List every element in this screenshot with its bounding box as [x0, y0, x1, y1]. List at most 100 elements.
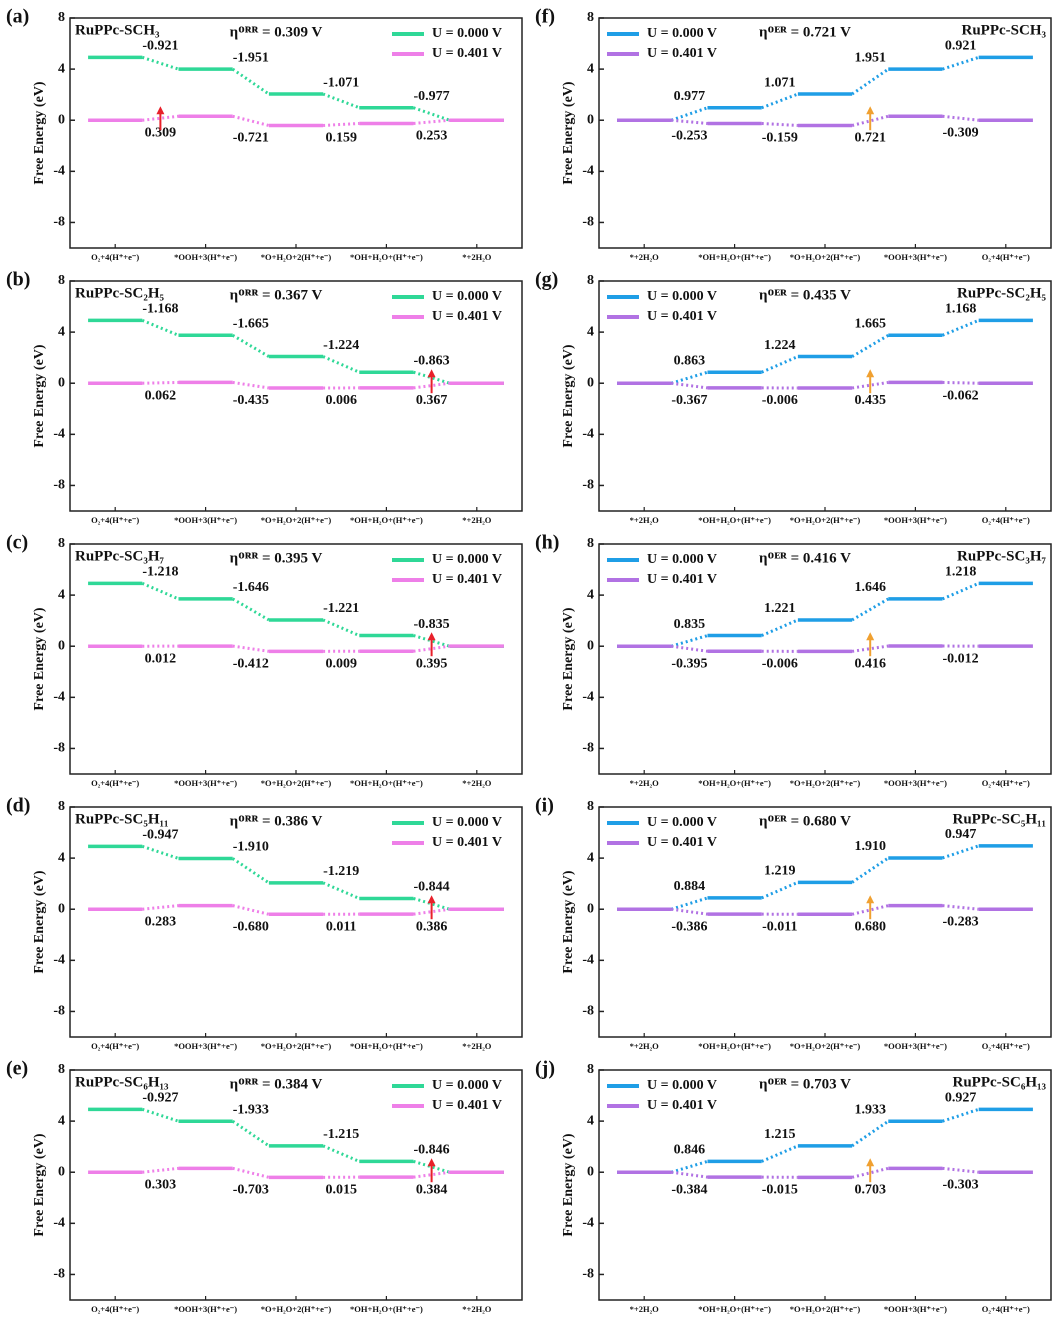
y-tick-label: 8: [587, 10, 594, 25]
panel-label: (c): [6, 532, 28, 554]
step-connector: [670, 896, 708, 911]
step-label: -0.927: [142, 1091, 178, 1106]
step-label: -0.863: [414, 353, 450, 368]
limiting-arrow-head: [156, 106, 165, 115]
step-label: -0.159: [762, 131, 798, 146]
step-label: -0.011: [762, 920, 797, 935]
panel-title: RuPPc-SC₃H₇: [957, 548, 1046, 564]
step-connector: [851, 856, 890, 884]
x-tick-label: O₂+4(H⁺+e⁻): [982, 778, 1030, 788]
step-label: 1.665: [854, 316, 886, 331]
y-tick-label: 8: [587, 799, 594, 814]
y-tick-label: -8: [582, 741, 594, 756]
step-label: 0.703: [854, 1183, 886, 1198]
step-connector: [761, 121, 798, 127]
step-connector: [322, 355, 360, 374]
step-connector: [671, 1170, 708, 1179]
step-connector: [761, 1144, 799, 1163]
y-tick-label: -4: [582, 953, 594, 968]
x-tick-label: *OOH+3(H⁺+e⁻): [884, 1304, 947, 1314]
overpotential: ηᴼᴱᴿ = 0.721 V: [759, 24, 851, 40]
overpotential: ηᴼᴿᴿ = 0.386 V: [230, 813, 323, 829]
y-tick-label: -4: [582, 164, 594, 179]
panel-title: RuPPc-SC₃H₇: [75, 548, 164, 564]
step-label: 1.215: [764, 1127, 796, 1142]
legend-label: U = 0.401 V: [432, 835, 502, 850]
x-tick-label: *+2H₂O: [630, 252, 660, 262]
x-tick-label: *O+H₂O+2(H⁺+e⁻): [790, 1041, 861, 1051]
step-connector: [942, 114, 979, 122]
y-tick-label: -4: [53, 427, 65, 442]
overpotential: ηᴼᴿᴿ = 0.309 V: [230, 24, 323, 40]
step-connector: [670, 1159, 708, 1174]
panel-title: RuPPc-SC₂H₅: [75, 285, 164, 301]
x-tick-label: *O+H₂O+2(H⁺+e⁻): [261, 778, 332, 788]
x-tick-label: *O+H₂O+2(H⁺+e⁻): [790, 1304, 861, 1314]
step-connector: [231, 1119, 270, 1148]
step-label: 1.910: [854, 839, 886, 854]
y-axis-label: Free Energy (eV): [32, 344, 47, 447]
y-tick-label: 0: [587, 112, 594, 127]
y-tick-label: 8: [587, 1062, 594, 1077]
y-tick-label: -4: [53, 953, 65, 968]
x-tick-label: *OOH+3(H⁺+e⁻): [884, 1041, 947, 1051]
x-tick-label: *OH+H₂O+(H⁺+e⁻): [350, 1041, 423, 1051]
step-label: 0.386: [416, 919, 448, 934]
step-label: -0.015: [762, 1183, 798, 1198]
y-tick-label: -8: [582, 1267, 594, 1282]
legend-label: U = 0.000 V: [647, 1078, 717, 1093]
legend-label: U = 0.401 V: [432, 46, 502, 61]
step-label: 0.012: [145, 651, 177, 666]
step-connector: [231, 67, 270, 96]
y-tick-label: -8: [582, 478, 594, 493]
x-tick-label: *O+H₂O+2(H⁺+e⁻): [790, 252, 861, 262]
x-tick-label: O₂+4(H⁺+e⁻): [982, 515, 1030, 525]
step-label: 0.015: [325, 1183, 357, 1198]
x-tick-label: *OH+H₂O+(H⁺+e⁻): [350, 1304, 423, 1314]
step-label: 0.835: [674, 617, 706, 632]
y-tick-label: 0: [58, 638, 65, 653]
overpotential: ηᴼᴱᴿ = 0.680 V: [759, 813, 851, 829]
step-label: -0.012: [943, 651, 979, 666]
step-label: -0.283: [943, 914, 979, 929]
x-tick-label: O₂+4(H⁺+e⁻): [91, 1304, 139, 1314]
step-connector: [323, 121, 360, 127]
step-label: -0.921: [142, 39, 178, 54]
step-connector: [413, 644, 450, 653]
x-tick-label: *OH+H₂O+(H⁺+e⁻): [698, 1304, 771, 1314]
step-label: -0.703: [233, 1183, 269, 1198]
step-connector: [670, 106, 708, 122]
step-label: -1.910: [233, 840, 269, 855]
step-label: 1.646: [854, 580, 886, 595]
legend-label: U = 0.401 V: [432, 309, 502, 324]
step-connector: [413, 1170, 450, 1179]
step-connector: [942, 1107, 980, 1123]
step-connector: [851, 67, 890, 96]
step-label: 0.416: [854, 657, 886, 672]
overpotential: ηᴼᴱᴿ = 0.416 V: [759, 550, 851, 566]
step-label: -0.412: [233, 657, 269, 672]
x-tick-label: *+2H₂O: [630, 1304, 660, 1314]
limiting-arrow-head: [427, 369, 436, 378]
legend-label: U = 0.000 V: [432, 289, 502, 304]
step-label: -1.071: [323, 75, 359, 90]
step-connector: [941, 581, 980, 601]
legend-label: U = 0.401 V: [647, 835, 717, 850]
limiting-arrow-head: [866, 895, 875, 904]
x-tick-label: *OOH+3(H⁺+e⁻): [174, 1304, 237, 1314]
step-label: -1.215: [323, 1127, 359, 1142]
y-tick-label: 4: [58, 850, 65, 865]
x-tick-label: *OOH+3(H⁺+e⁻): [884, 778, 947, 788]
overpotential: ηᴼᴱᴿ = 0.435 V: [759, 287, 851, 303]
x-tick-label: O₂+4(H⁺+e⁻): [982, 252, 1030, 262]
y-tick-label: -4: [582, 690, 594, 705]
y-tick-label: 0: [58, 112, 65, 127]
step-label: -0.006: [762, 657, 798, 672]
legend-label: U = 0.000 V: [432, 815, 502, 830]
step-label: 0.721: [854, 131, 886, 146]
step-label: 0.253: [416, 129, 448, 144]
x-tick-label: *O+H₂O+2(H⁺+e⁻): [261, 1041, 332, 1051]
step-label: -1.951: [233, 50, 269, 65]
y-tick-label: 4: [58, 1113, 65, 1128]
step-connector: [322, 1144, 360, 1163]
